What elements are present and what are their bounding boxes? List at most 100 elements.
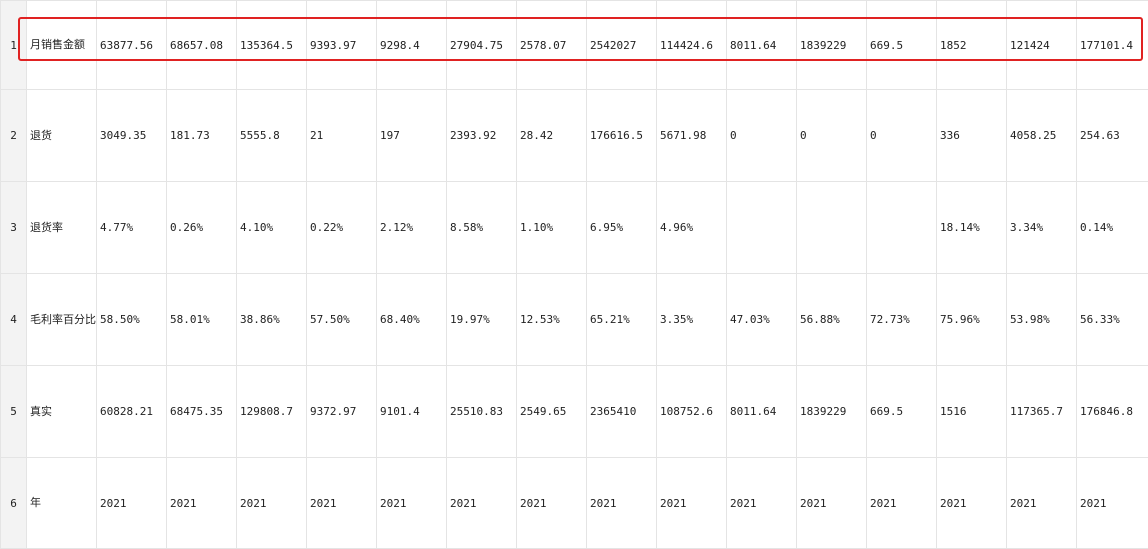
table-cell[interactable]: 2021 — [797, 458, 867, 549]
table-cell[interactable]: 12.53% — [517, 274, 587, 366]
table-cell[interactable]: 58.50% — [97, 274, 167, 366]
table-cell[interactable]: 4.77% — [97, 182, 167, 274]
row-number-header[interactable]: 2 — [1, 90, 27, 182]
table-cell[interactable]: 8011.64 — [727, 366, 797, 458]
row-number-header[interactable]: 1 — [1, 1, 27, 90]
table-cell[interactable]: 2021 — [517, 458, 587, 549]
table-cell[interactable]: 1839229 — [797, 1, 867, 90]
table-cell[interactable]: 56.88% — [797, 274, 867, 366]
table-cell[interactable]: 68.40% — [377, 274, 447, 366]
table-cell[interactable]: 669.5 — [867, 1, 937, 90]
table-cell[interactable]: 0.14% — [1077, 182, 1148, 274]
table-cell[interactable]: 21 — [307, 90, 377, 182]
table-cell[interactable]: 18.14% — [937, 182, 1007, 274]
table-cell[interactable]: 121424 — [1007, 1, 1077, 90]
table-cell[interactable]: 63877.56 — [97, 1, 167, 90]
table-cell[interactable]: 336 — [937, 90, 1007, 182]
row-label-cell[interactable]: 年 — [27, 458, 97, 549]
table-cell[interactable]: 25510.83 — [447, 366, 517, 458]
table-cell[interactable]: 197 — [377, 90, 447, 182]
table-cell[interactable]: 2578.07 — [517, 1, 587, 90]
table-cell[interactable]: 57.50% — [307, 274, 377, 366]
table-cell[interactable]: 117365.7 — [1007, 366, 1077, 458]
table-cell[interactable]: 19.97% — [447, 274, 517, 366]
table-cell[interactable]: 72.73% — [867, 274, 937, 366]
table-cell[interactable]: 0.22% — [307, 182, 377, 274]
row-number-header[interactable]: 5 — [1, 366, 27, 458]
table-cell[interactable]: 669.5 — [867, 366, 937, 458]
row-number-header[interactable]: 4 — [1, 274, 27, 366]
table-cell[interactable]: 8011.64 — [727, 1, 797, 90]
table-cell[interactable]: 2021 — [657, 458, 727, 549]
table-cell[interactable]: 2.12% — [377, 182, 447, 274]
table-cell[interactable]: 60828.21 — [97, 366, 167, 458]
table-cell[interactable]: 5671.98 — [657, 90, 727, 182]
table-cell[interactable]: 176846.8 — [1077, 366, 1148, 458]
row-number-header[interactable]: 3 — [1, 182, 27, 274]
table-cell[interactable]: 2021 — [587, 458, 657, 549]
table-cell[interactable]: 2542027 — [587, 1, 657, 90]
table-cell[interactable] — [797, 182, 867, 274]
table-cell[interactable]: 47.03% — [727, 274, 797, 366]
table-cell[interactable]: 1516 — [937, 366, 1007, 458]
table-cell[interactable]: 1839229 — [797, 366, 867, 458]
table-cell[interactable]: 2021 — [167, 458, 237, 549]
table-cell[interactable]: 56.33% — [1077, 274, 1148, 366]
table-cell[interactable]: 8.58% — [447, 182, 517, 274]
row-label-cell[interactable]: 毛利率百分比 — [27, 274, 97, 366]
table-cell[interactable]: 6.95% — [587, 182, 657, 274]
table-cell[interactable]: 181.73 — [167, 90, 237, 182]
table-cell[interactable]: 75.96% — [937, 274, 1007, 366]
table-cell[interactable]: 2021 — [1007, 458, 1077, 549]
table-cell[interactable]: 2365410 — [587, 366, 657, 458]
table-cell[interactable]: 58.01% — [167, 274, 237, 366]
table-cell[interactable]: 68657.08 — [167, 1, 237, 90]
table-cell[interactable]: 0 — [727, 90, 797, 182]
table-cell[interactable]: 2021 — [97, 458, 167, 549]
row-label-cell[interactable]: 退货率 — [27, 182, 97, 274]
table-cell[interactable]: 108752.6 — [657, 366, 727, 458]
table-cell[interactable]: 129808.7 — [237, 366, 307, 458]
row-number-header[interactable]: 6 — [1, 458, 27, 549]
row-label-cell[interactable]: 退货 — [27, 90, 97, 182]
table-cell[interactable]: 2021 — [447, 458, 517, 549]
table-cell[interactable] — [867, 182, 937, 274]
table-cell[interactable]: 9298.4 — [377, 1, 447, 90]
table-cell[interactable]: 176616.5 — [587, 90, 657, 182]
table-cell[interactable]: 65.21% — [587, 274, 657, 366]
table-cell[interactable]: 0 — [797, 90, 867, 182]
table-cell[interactable]: 2021 — [937, 458, 1007, 549]
table-cell[interactable]: 2549.65 — [517, 366, 587, 458]
table-cell[interactable]: 0 — [867, 90, 937, 182]
table-cell[interactable]: 1.10% — [517, 182, 587, 274]
table-cell[interactable]: 114424.6 — [657, 1, 727, 90]
table-cell[interactable]: 28.42 — [517, 90, 587, 182]
table-cell[interactable]: 2021 — [1077, 458, 1148, 549]
table-cell[interactable]: 2021 — [307, 458, 377, 549]
table-cell[interactable]: 5555.8 — [237, 90, 307, 182]
table-cell[interactable]: 2393.92 — [447, 90, 517, 182]
table-cell[interactable]: 1852 — [937, 1, 1007, 90]
table-cell[interactable]: 9393.97 — [307, 1, 377, 90]
row-label-cell[interactable]: 真实 — [27, 366, 97, 458]
table-cell[interactable]: 2021 — [727, 458, 797, 549]
table-cell[interactable]: 4058.25 — [1007, 90, 1077, 182]
table-cell[interactable]: 68475.35 — [167, 366, 237, 458]
table-cell[interactable]: 53.98% — [1007, 274, 1077, 366]
table-cell[interactable]: 2021 — [377, 458, 447, 549]
table-cell[interactable]: 3.34% — [1007, 182, 1077, 274]
table-cell[interactable]: 3049.35 — [97, 90, 167, 182]
table-cell[interactable]: 177101.4 — [1077, 1, 1148, 90]
table-cell[interactable]: 4.96% — [657, 182, 727, 274]
table-cell[interactable]: 2021 — [867, 458, 937, 549]
table-cell[interactable]: 27904.75 — [447, 1, 517, 90]
table-cell[interactable]: 9372.97 — [307, 366, 377, 458]
table-cell[interactable]: 2021 — [237, 458, 307, 549]
table-cell[interactable]: 0.26% — [167, 182, 237, 274]
row-label-cell[interactable]: 月销售金额 — [27, 1, 97, 90]
table-cell[interactable]: 9101.4 — [377, 366, 447, 458]
table-cell[interactable] — [727, 182, 797, 274]
table-cell[interactable]: 3.35% — [657, 274, 727, 366]
table-cell[interactable]: 254.63 — [1077, 90, 1148, 182]
table-cell[interactable]: 135364.5 — [237, 1, 307, 90]
